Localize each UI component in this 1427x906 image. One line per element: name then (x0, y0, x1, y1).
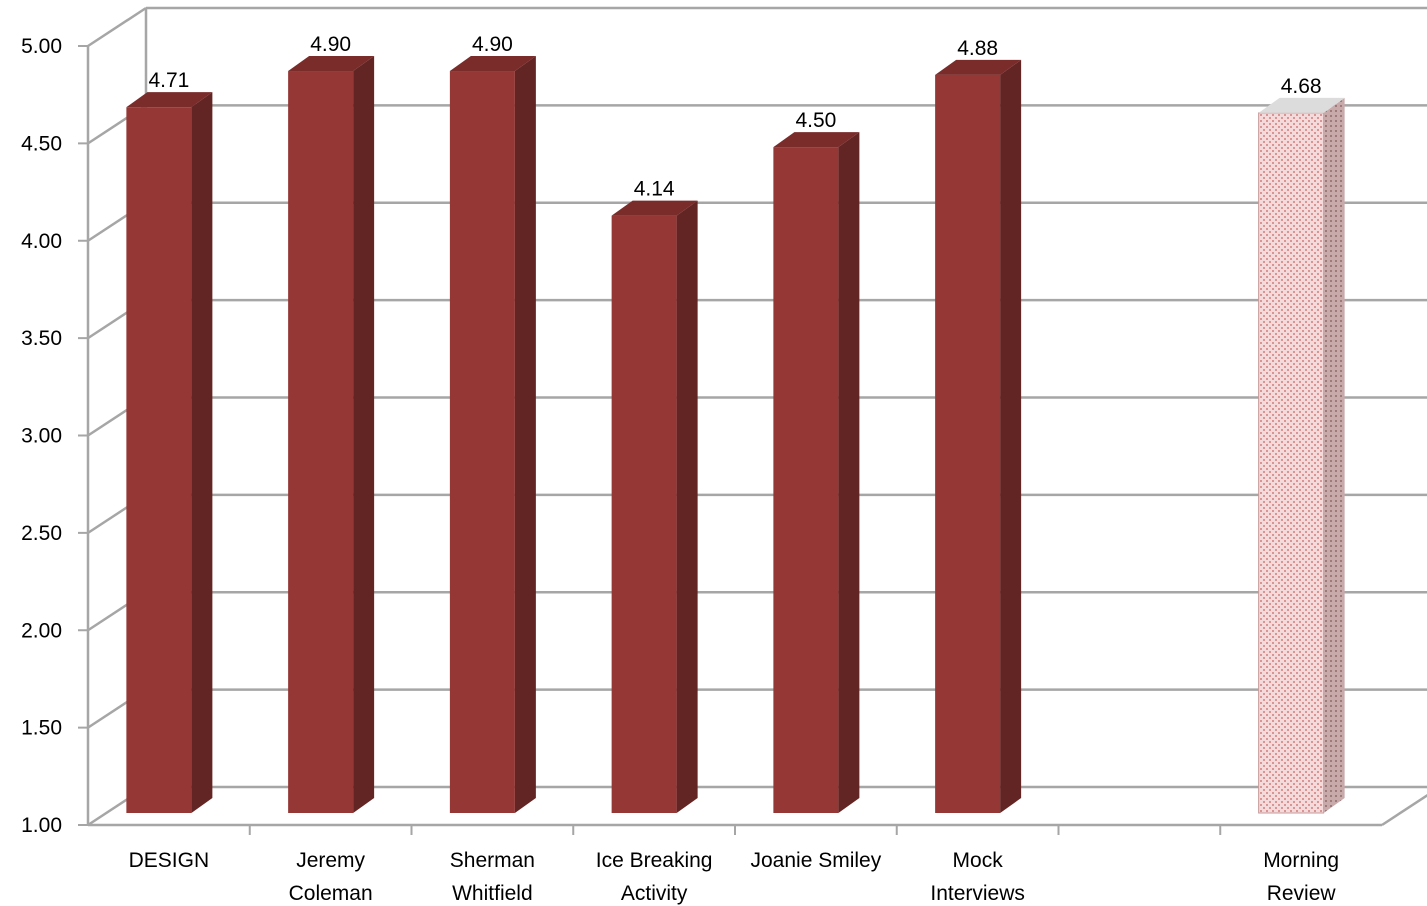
bar (126, 92, 213, 814)
bar-front (773, 147, 839, 813)
data-label: 4.90 (310, 33, 351, 56)
category-label: Morning (1263, 849, 1339, 872)
labels: 1.00 1.50 2.00 2.50 3.00 3.50 4.00 4.50 5.00 DESI… (21, 33, 1339, 905)
bar (611, 200, 698, 814)
category-label: Ice Breaking (596, 849, 713, 872)
bar-front (1258, 112, 1325, 814)
floor-edge (1381, 794, 1427, 827)
bar (449, 56, 536, 813)
bar-side (1000, 59, 1022, 813)
gridline-wall (87, 6, 147, 48)
category-label: Interviews (930, 882, 1025, 905)
ytick-label: 2.50 (21, 522, 62, 545)
bar-side (514, 56, 536, 813)
category-label: Whitfield (452, 882, 533, 905)
bar-top (611, 200, 698, 216)
bar-side (1323, 97, 1345, 813)
bar-top (1258, 97, 1345, 113)
ytick-label: 5.00 (21, 35, 62, 58)
bar-top (773, 132, 860, 148)
bar (935, 59, 1022, 813)
ytick-label: 2.00 (21, 619, 62, 642)
ytick-label: 1.50 (21, 717, 62, 740)
bar-top (126, 92, 213, 108)
bar-top (288, 56, 375, 72)
category-label: DESIGN (129, 849, 210, 872)
data-label: 4.14 (634, 178, 675, 201)
axes (78, 8, 1427, 835)
bars (126, 56, 1345, 814)
bar-front (611, 215, 677, 814)
data-label: 4.71 (148, 69, 189, 92)
category-label: Review (1267, 882, 1337, 905)
category-label: Coleman (289, 882, 373, 905)
category-label: Jeremy (296, 849, 365, 872)
ytick-label: 4.00 (21, 230, 62, 253)
data-label: 4.90 (472, 33, 513, 56)
bar (773, 132, 860, 813)
bar-side (353, 56, 375, 813)
data-label: 4.88 (957, 37, 998, 60)
ytick-label: 4.50 (21, 132, 62, 155)
bar (288, 56, 375, 813)
category-label: Joanie Smiley (751, 849, 882, 872)
bar (1258, 97, 1345, 814)
ytick-label: 3.50 (21, 327, 62, 350)
bar-top (935, 59, 1022, 75)
category-label: Sherman (450, 849, 535, 872)
bar-front (449, 71, 515, 813)
bar-front (935, 74, 1001, 813)
bar-front (126, 107, 192, 814)
ytick-label: 3.00 (21, 425, 62, 448)
data-label: 4.50 (795, 109, 836, 132)
bar-side (191, 92, 213, 814)
bar-top (449, 56, 536, 72)
bar-front (288, 71, 354, 813)
data-label: 4.68 (1281, 75, 1322, 98)
bar-side (676, 200, 698, 814)
ytick-label: 1.00 (21, 814, 62, 837)
bar-side (838, 132, 860, 813)
category-label: Mock (953, 849, 1004, 872)
category-label: Activity (621, 882, 688, 905)
